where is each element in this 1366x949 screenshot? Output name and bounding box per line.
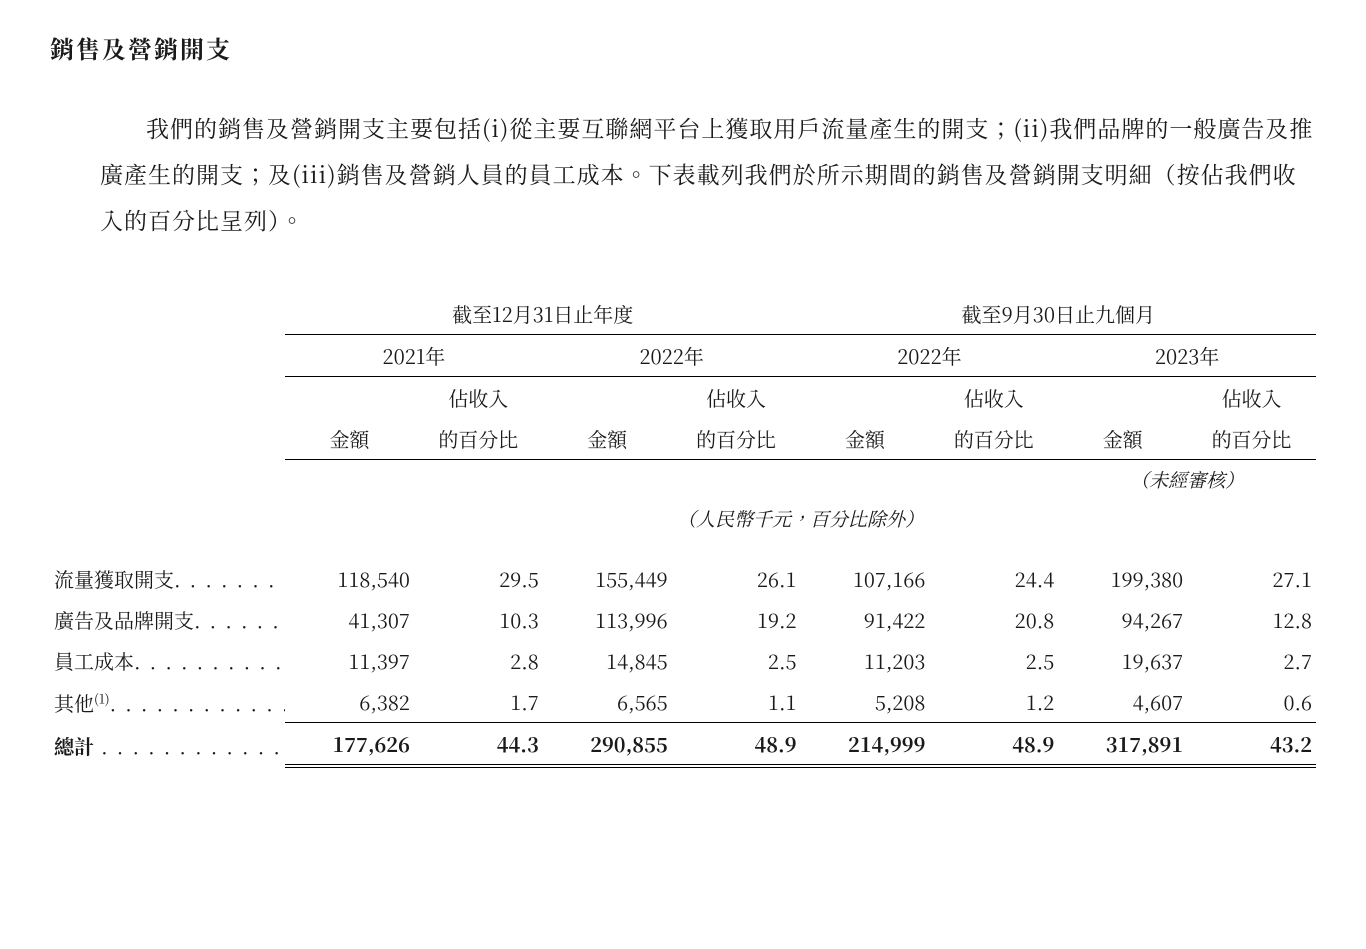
cell: 20.8	[929, 599, 1058, 640]
amt-h-2: 金額	[543, 418, 672, 460]
cell: 6,565	[543, 681, 672, 723]
cell: 11,397	[285, 640, 414, 681]
pct-l2-4: 的百分比	[1187, 418, 1316, 460]
cell: 1.1	[672, 681, 801, 723]
period-group-2: 截至9月30日止九個月	[801, 293, 1317, 335]
total-cell: 48.9	[672, 723, 801, 767]
total-cell: 290,855	[543, 723, 672, 767]
unit-row: （人民幣千元，百分比除外）	[50, 499, 1316, 538]
hdr-2023: 2023年	[1058, 335, 1316, 377]
paragraph-text: 我們的銷售及營銷開支主要包括(i)從主要互聯網平台上獲取用戶流量產生的開支；(i…	[100, 105, 1316, 243]
cell: 1.2	[929, 681, 1058, 723]
subheader-row-1: 佔收入 佔收入 佔收入 佔收入	[50, 377, 1316, 419]
amt-h-3: 金額	[801, 418, 930, 460]
unaudited-note: （未經審核）	[1058, 460, 1316, 500]
table-row: 其他(1). . . . . . . . . . . . . . . 6,382…	[50, 681, 1316, 723]
cell: 12.8	[1187, 599, 1316, 640]
cell: 41,307	[285, 599, 414, 640]
cell: 0.6	[1187, 681, 1316, 723]
amt-h-1: 金額	[285, 418, 414, 460]
pct-l2-1: 的百分比	[414, 418, 543, 460]
cell: 19,637	[1058, 640, 1187, 681]
cell: 14,845	[543, 640, 672, 681]
cell: 6,382	[285, 681, 414, 723]
section-title: 銷售及營銷開支	[50, 30, 1316, 65]
pct-l2-3: 的百分比	[929, 418, 1058, 460]
total-cell: 177,626	[285, 723, 414, 767]
cell: 91,422	[801, 599, 930, 640]
cell: 155,449	[543, 558, 672, 599]
table-row: 廣告及品牌開支. . . . . . . . 41,307 10.3 113,9…	[50, 599, 1316, 640]
table-row: 員工成本. . . . . . . . . . . . . 11,397 2.8…	[50, 640, 1316, 681]
total-row: 總計 . . . . . . . . . . . . . . . . 177,6…	[50, 723, 1316, 767]
period-group-row: 截至12月31日止年度 截至9月30日止九個月	[50, 293, 1316, 335]
cell: 1.7	[414, 681, 543, 723]
row-label: 廣告及品牌開支. . . . . . . .	[50, 599, 285, 640]
cell: 2.7	[1187, 640, 1316, 681]
amt-h-4: 金額	[1058, 418, 1187, 460]
table-row: 流量獲取開支. . . . . . . . . 118,540 29.5 155…	[50, 558, 1316, 599]
cell: 29.5	[414, 558, 543, 599]
pct-l1-4: 佔收入	[1187, 377, 1316, 419]
row-label: 其他(1). . . . . . . . . . . . . . .	[50, 681, 285, 723]
total-label: 總計 . . . . . . . . . . . . . . . .	[50, 723, 285, 767]
cell: 26.1	[672, 558, 801, 599]
cell: 118,540	[285, 558, 414, 599]
total-cell: 317,891	[1058, 723, 1187, 767]
cell: 27.1	[1187, 558, 1316, 599]
unaudited-row: （未經審核）	[50, 460, 1316, 500]
total-cell: 214,999	[801, 723, 930, 767]
cell: 19.2	[672, 599, 801, 640]
cell: 2.8	[414, 640, 543, 681]
total-cell: 44.3	[414, 723, 543, 767]
row-label: 流量獲取開支. . . . . . . . .	[50, 558, 285, 599]
pct-l1-3: 佔收入	[929, 377, 1058, 419]
cell: 94,267	[1058, 599, 1187, 640]
hdr-2022b: 2022年	[801, 335, 1059, 377]
cell: 199,380	[1058, 558, 1187, 599]
cell: 4,607	[1058, 681, 1187, 723]
cell: 5,208	[801, 681, 930, 723]
cell: 11,203	[801, 640, 930, 681]
pct-l2-2: 的百分比	[672, 418, 801, 460]
cell: 2.5	[672, 640, 801, 681]
cell: 107,166	[801, 558, 930, 599]
unit-note: （人民幣千元，百分比除外）	[285, 499, 1316, 538]
hdr-2021: 2021年	[285, 335, 543, 377]
row-label: 員工成本. . . . . . . . . . . . .	[50, 640, 285, 681]
hdr-2022a: 2022年	[543, 335, 801, 377]
cell: 10.3	[414, 599, 543, 640]
subheader-row-2: 金額 的百分比 金額 的百分比 金額 的百分比 金額 的百分比	[50, 418, 1316, 460]
total-cell: 43.2	[1187, 723, 1316, 767]
pct-l1-2: 佔收入	[672, 377, 801, 419]
cell: 2.5	[929, 640, 1058, 681]
cell: 24.4	[929, 558, 1058, 599]
period-group-1: 截至12月31日止年度	[285, 293, 801, 335]
year-row: 2021年 2022年 2022年 2023年	[50, 335, 1316, 377]
expense-table: 截至12月31日止年度 截至9月30日止九個月 2021年 2022年 2022…	[50, 293, 1316, 768]
pct-l1-1: 佔收入	[414, 377, 543, 419]
intro-paragraph: 我們的銷售及營銷開支主要包括(i)從主要互聯網平台上獲取用戶流量產生的開支；(i…	[100, 105, 1316, 243]
total-cell: 48.9	[929, 723, 1058, 767]
cell: 113,996	[543, 599, 672, 640]
